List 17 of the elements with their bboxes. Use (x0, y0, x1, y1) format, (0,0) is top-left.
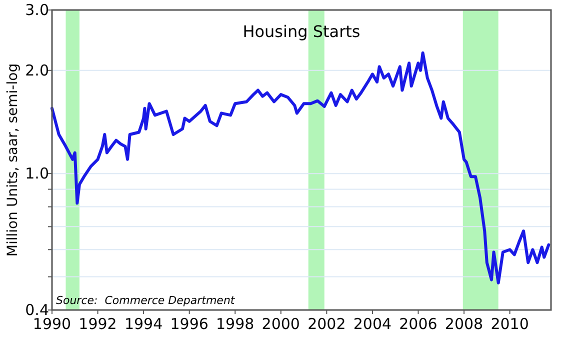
x-tick-label: 2006 (399, 315, 438, 333)
y-axis-title: Million Units, saar, semi-log (5, 63, 21, 257)
x-tick-label: 1992 (78, 315, 117, 333)
x-tick-label: 2000 (262, 315, 300, 333)
annotation: Source: Commerce Department (56, 294, 236, 307)
x-tick-label: 1996 (170, 315, 208, 333)
x-tick-label: 2008 (444, 315, 484, 333)
x-tick-label: 2002 (308, 315, 346, 333)
y-tick-label: 2.0 (25, 61, 49, 80)
line-series (50, 51, 550, 284)
text: Housing Starts (242, 22, 360, 41)
x-tick-label: 1998 (216, 315, 254, 333)
x-tick-label: 1994 (124, 315, 163, 333)
x-tick-label: 2004 (353, 315, 392, 333)
x-tick-label: 2010 (490, 315, 529, 333)
y-tick-label: 3.0 (25, 1, 49, 19)
y-tick-label: 1.0 (25, 164, 49, 183)
